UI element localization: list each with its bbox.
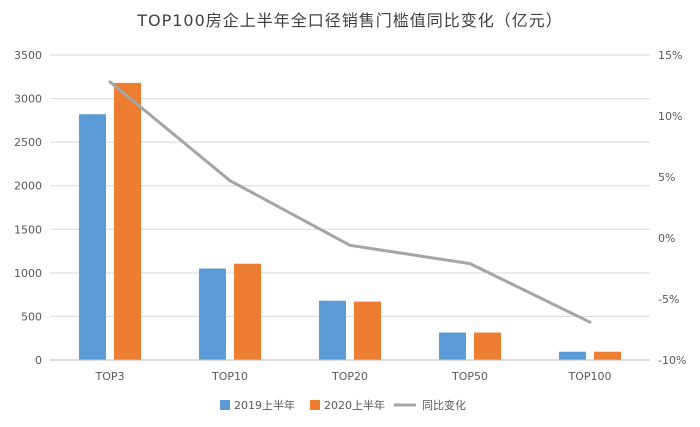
left-tick-label: 0 [35, 354, 42, 367]
x-tick-label: TOP20 [331, 370, 368, 383]
bar [594, 351, 621, 360]
line-point [228, 179, 232, 183]
right-axis: -10% -5% 0% 5% 10% 15% [658, 49, 686, 367]
bar [354, 301, 381, 360]
right-tick-label: -5% [658, 293, 679, 306]
bar [199, 268, 226, 360]
x-tick-label: TOP50 [451, 370, 488, 383]
left-tick-label: 500 [21, 310, 42, 323]
bar [114, 82, 141, 360]
line-point [108, 80, 112, 84]
bar [319, 300, 346, 360]
legend-label: 2020上半年 [324, 398, 385, 412]
right-tick-label: 15% [658, 49, 682, 62]
left-tick-label: 3000 [14, 93, 42, 106]
line-series-path [109, 80, 591, 324]
legend-swatch [220, 400, 230, 410]
x-axis: TOP3 TOP10 TOP20 TOP50 TOP100 [50, 359, 650, 383]
legend-label: 同比变化 [422, 398, 466, 412]
x-tick-label: TOP3 [94, 370, 124, 383]
line-series [108, 80, 592, 324]
right-tick-label: 10% [658, 110, 682, 123]
line-point [468, 262, 472, 266]
line-point [348, 243, 352, 247]
right-tick-label: 0% [658, 232, 675, 245]
left-tick-label: 2000 [14, 180, 42, 193]
left-axis: 0 500 1000 1500 2000 2500 3000 3500 [14, 49, 42, 367]
chart-title: TOP100房企上半年全口径销售门槛值同比变化（亿元） [136, 11, 563, 30]
bar [234, 263, 261, 360]
bar [439, 332, 466, 360]
legend-label: 2019上半年 [234, 398, 295, 412]
line-point [588, 320, 592, 324]
legend: 2019上半年 2020上半年 同比变化 [220, 398, 466, 412]
bar [474, 332, 501, 360]
bars [79, 82, 621, 360]
x-tick-label: TOP100 [567, 370, 611, 383]
left-tick-label: 3500 [14, 49, 42, 62]
x-tick-label: TOP10 [211, 370, 248, 383]
bar [559, 351, 586, 360]
left-tick-label: 2500 [14, 136, 42, 149]
legend-swatch [310, 400, 320, 410]
right-tick-label: 5% [658, 171, 675, 184]
right-tick-label: -10% [658, 354, 686, 367]
gridlines [50, 54, 650, 317]
left-tick-label: 1500 [14, 223, 42, 236]
left-tick-label: 1000 [14, 267, 42, 280]
bar [79, 114, 106, 360]
